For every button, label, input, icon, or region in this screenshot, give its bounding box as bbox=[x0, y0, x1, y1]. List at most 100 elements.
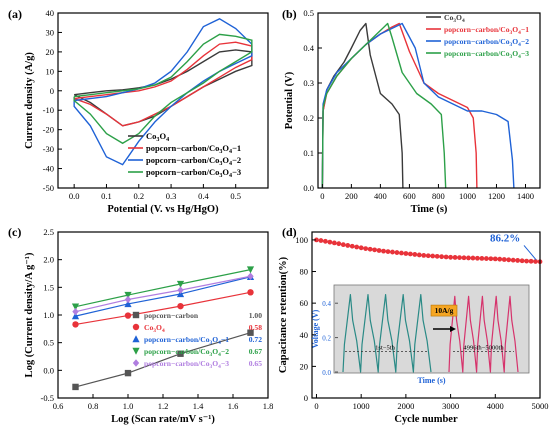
fit-line-5 bbox=[75, 275, 251, 313]
y-tick-label: 0.4 bbox=[303, 43, 314, 53]
panel-label: (d) bbox=[282, 225, 297, 239]
marker-square bbox=[124, 369, 132, 377]
label-segment: −1 bbox=[221, 335, 229, 344]
inset-y-tick-label: 0.4 bbox=[322, 300, 331, 308]
y-tick-label: 80 bbox=[300, 267, 309, 277]
retention-point bbox=[425, 253, 431, 259]
x-axis-label: Potential (V. vs Hg/HgO) bbox=[107, 204, 219, 215]
x-tick-label: 1.8 bbox=[263, 401, 274, 411]
x-axis-label: Log (Scan rate/mV s⁻¹) bbox=[111, 414, 215, 425]
x-tick-label: 0.6 bbox=[53, 401, 64, 411]
inset-arrow-head bbox=[450, 326, 456, 332]
x-tick-label: 1.6 bbox=[228, 401, 239, 411]
y-tick-label: 0 bbox=[304, 393, 308, 403]
fit-line-1 bbox=[75, 332, 251, 388]
x-tick-label: 1000 bbox=[353, 401, 370, 411]
label-segment: popcorn−carbon/ bbox=[444, 37, 501, 46]
label-segment: Co bbox=[200, 359, 209, 368]
x-tick-label: 400 bbox=[374, 191, 387, 201]
retention-point bbox=[367, 246, 373, 252]
y-tick-label: 2.0 bbox=[43, 255, 54, 265]
label-segment: 4 bbox=[166, 137, 169, 143]
label-segment: popcorn−carbon bbox=[144, 311, 199, 320]
retention-point bbox=[497, 256, 503, 262]
retention-point bbox=[376, 248, 382, 253]
x-tick-label: 0.5 bbox=[230, 191, 241, 201]
y-axis-label: Current density (A/g) bbox=[24, 52, 35, 149]
x-tick-label: 1.4 bbox=[193, 401, 204, 411]
retention-point bbox=[439, 254, 445, 260]
panel-d: 0 1000 2000 3000 4000 5000 0 20 40 60 80 100 Cycle n… bbox=[278, 225, 549, 425]
inset-label-last: 4996th−5000th bbox=[463, 344, 504, 351]
retention-point bbox=[363, 246, 369, 252]
annotation-pointer bbox=[523, 245, 537, 260]
x-tick-label: 0 bbox=[320, 191, 324, 201]
retention-point bbox=[470, 255, 476, 261]
label-segment: 4 bbox=[518, 54, 521, 60]
y-tick-label: -20 bbox=[43, 125, 54, 135]
label-segment: 4 bbox=[229, 149, 232, 155]
fit-line-2 bbox=[75, 291, 251, 325]
panel-label: (c) bbox=[8, 225, 21, 239]
marker-diamond bbox=[72, 307, 79, 316]
marker-triangle-down bbox=[132, 347, 140, 355]
gcd-curve-3 bbox=[321, 22, 515, 189]
retention-point bbox=[336, 241, 342, 247]
legend-label: Co3O4 bbox=[146, 131, 169, 143]
label-segment: O bbox=[159, 131, 166, 141]
y-tick-label: 0.5 bbox=[303, 8, 314, 18]
y-axis-label: Capacitance retention(%) bbox=[278, 256, 289, 373]
y-tick-label: 0 bbox=[50, 86, 54, 96]
label-segment: 3 bbox=[453, 18, 456, 24]
label-segment: −3 bbox=[521, 49, 529, 58]
label-segment: popcorn−carbon/ bbox=[146, 167, 210, 177]
y-tick-label: 0.0 bbox=[43, 365, 54, 375]
y-tick-label: -10 bbox=[43, 105, 54, 115]
label-segment: Co bbox=[200, 347, 209, 356]
label-segment: popcorn−carbon/ bbox=[444, 49, 501, 58]
x-tick-label: 800 bbox=[432, 191, 445, 201]
y-tick-label: 0.2 bbox=[303, 113, 314, 123]
inset-first-cycles bbox=[342, 294, 432, 373]
label-segment: 3 bbox=[156, 137, 159, 143]
y-tick-label: -0.5 bbox=[41, 393, 54, 403]
retention-point bbox=[479, 256, 485, 261]
x-tick-label: 1200 bbox=[488, 191, 505, 201]
label-segment: −3 bbox=[221, 359, 229, 368]
y-tick-label: 60 bbox=[300, 298, 309, 308]
label-segment: 3 bbox=[210, 352, 213, 358]
y-tick-label: 40 bbox=[300, 330, 309, 340]
label-segment: Co bbox=[444, 13, 453, 22]
panel-a: 0.0 0.1 0.2 0.3 0.4 0.5 -50 -40 -30 -20 -10 0 10 20 30… bbox=[8, 7, 269, 215]
label-segment: Co bbox=[146, 131, 156, 141]
panel-b: 0 200 400 600 800 1000 1200 1400 0.0 0.1 0.2 0.3 0.4… bbox=[282, 7, 541, 215]
retention-point bbox=[466, 255, 471, 261]
label-segment: 4 bbox=[518, 30, 521, 36]
marker-square bbox=[72, 383, 79, 391]
label-segment: −1 bbox=[232, 143, 241, 153]
inset-y-label: Voltage (V) bbox=[311, 309, 320, 348]
retention-point bbox=[457, 255, 462, 261]
marker-triangle-down bbox=[246, 266, 255, 274]
retention-point bbox=[385, 249, 391, 255]
retention-point bbox=[314, 237, 319, 243]
retention-point bbox=[327, 239, 333, 245]
x-tick-label: 0.2 bbox=[133, 191, 144, 201]
y-tick-label: -40 bbox=[43, 164, 54, 174]
label-segment: O bbox=[212, 347, 218, 356]
x-tick-label: 1.2 bbox=[158, 401, 169, 411]
y-tick-label: 40 bbox=[46, 8, 55, 18]
label-segment: 4 bbox=[162, 328, 165, 334]
retention-point bbox=[345, 243, 351, 248]
label-segment: O bbox=[512, 37, 518, 46]
label-segment: popcorn−carbon/ bbox=[444, 25, 501, 34]
inset-x-label: Time (s) bbox=[417, 376, 445, 385]
legend-label: Co3O4 bbox=[444, 13, 465, 24]
plot-frame bbox=[311, 231, 541, 399]
label-segment: O bbox=[222, 155, 229, 165]
retention-point bbox=[501, 257, 507, 262]
label-segment: 4 bbox=[462, 18, 465, 24]
panel-label: (a) bbox=[8, 7, 22, 21]
label-segment: 4 bbox=[229, 161, 232, 167]
